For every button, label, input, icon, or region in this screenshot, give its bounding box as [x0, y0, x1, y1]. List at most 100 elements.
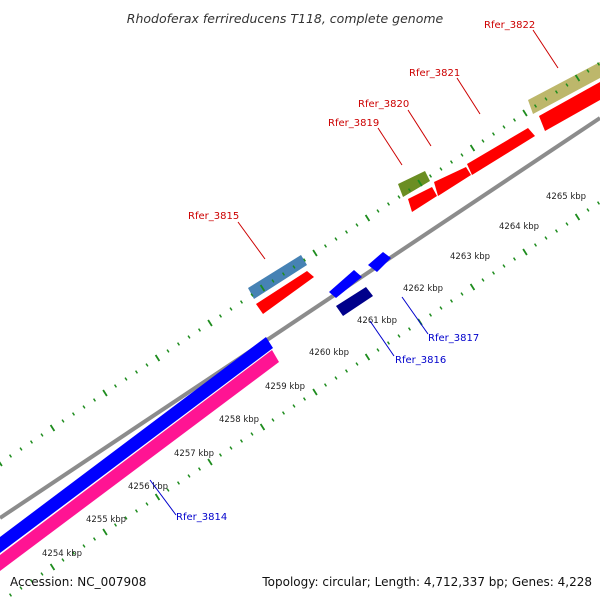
cds-rfer-3817-reverse — [368, 252, 391, 272]
tick-mark — [364, 214, 371, 222]
tick-mark — [8, 454, 13, 458]
tick-mark — [61, 419, 65, 423]
tick-mark — [166, 488, 170, 492]
tick-mark — [29, 440, 34, 444]
tick-mark — [218, 453, 223, 457]
cds-rfer-3821-forward — [467, 128, 535, 175]
tick-mark — [397, 195, 401, 199]
tick-mark — [176, 342, 181, 346]
tick-mark — [376, 209, 380, 213]
tick-label: 4265 kbp — [546, 192, 586, 202]
tick-mark — [40, 433, 44, 437]
tick-mark — [491, 271, 496, 275]
tick-label: 4261 kbp — [357, 316, 397, 326]
tick-mark — [102, 528, 108, 536]
tick-label: 4257 kbp — [174, 449, 214, 459]
tick-mark — [554, 229, 559, 233]
tick-mark — [166, 349, 170, 353]
tick-mark — [0, 461, 3, 467]
tick-label: 4260 kbp — [309, 348, 349, 358]
tick-mark — [376, 348, 380, 352]
reverse-cds-long-track — [0, 337, 273, 553]
tick-mark — [460, 153, 464, 157]
tick-mark — [449, 160, 454, 164]
tick-mark — [586, 69, 590, 73]
tick-mark — [259, 423, 266, 431]
tick-mark — [134, 509, 139, 513]
tick-mark — [113, 523, 118, 527]
accession-text: Accession: NC_007908 — [10, 575, 147, 589]
leader-rfer-3820 — [407, 109, 432, 147]
tick-mark — [154, 493, 161, 501]
rfer-3819-cog-bar — [398, 171, 430, 197]
tick-mark — [187, 474, 191, 478]
tick-mark — [29, 579, 34, 583]
tick-mark — [481, 139, 485, 143]
cds-rfer-3822-forward — [539, 82, 600, 131]
tick-mark — [554, 90, 559, 94]
tick-mark — [522, 248, 528, 256]
leader-rfer-3815 — [237, 221, 266, 260]
tick-mark — [502, 125, 506, 129]
tick-mark — [271, 418, 275, 422]
tick-mark — [145, 502, 149, 506]
tick-label: 4264 kbp — [499, 222, 539, 232]
tick-mark — [302, 258, 307, 262]
tick-mark — [407, 188, 412, 192]
tick-mark — [71, 551, 76, 555]
tick-mark — [19, 447, 23, 451]
tick-mark — [312, 249, 318, 257]
tick-mark — [218, 314, 223, 318]
tick-mark — [259, 284, 266, 292]
tick-label: 4262 kbp — [403, 284, 443, 294]
tick-mark — [176, 481, 181, 485]
tick-mark — [344, 230, 349, 234]
tick-mark — [586, 208, 590, 212]
tick-mark — [302, 397, 307, 401]
tick-mark — [491, 132, 496, 136]
cds-rfer-3816-reverse — [336, 287, 373, 316]
tick-mark — [397, 334, 401, 338]
tick-mark — [92, 398, 97, 402]
tick-label: 4263 kbp — [450, 252, 490, 262]
tick-mark — [207, 458, 213, 466]
tick-mark — [145, 363, 149, 367]
tick-mark — [229, 446, 233, 450]
tick-mark — [82, 544, 86, 548]
tick-mark — [533, 243, 538, 247]
upper-tick-row — [0, 62, 600, 467]
tick-mark — [386, 202, 391, 206]
tick-mark — [544, 97, 548, 101]
tick-mark — [19, 586, 23, 590]
tick-mark — [239, 300, 244, 304]
leader-rfer-3817 — [401, 296, 429, 335]
tick-mark — [355, 362, 359, 366]
pink-track — [0, 350, 279, 571]
tick-mark — [533, 104, 538, 108]
tick-mark — [124, 377, 128, 381]
tick-mark — [481, 278, 485, 282]
tick-mark — [460, 292, 464, 296]
tick-mark — [544, 236, 548, 240]
tick-mark — [40, 572, 44, 576]
tick-mark — [428, 174, 433, 178]
tick-labels: 4254 kbp 4255 kbp 4256 kbp 4257 kbp 4258 kbp… — [42, 192, 586, 559]
tick-mark — [502, 264, 506, 268]
label-rfer-3817: Rfer_3817 — [428, 333, 479, 344]
tick-label: 4258 kbp — [219, 415, 259, 425]
cds-rfer-3820-forward — [434, 167, 471, 196]
tick-mark — [565, 83, 569, 87]
tick-mark — [124, 516, 128, 520]
tick-mark — [281, 411, 286, 415]
tick-mark — [469, 144, 476, 152]
tick-mark — [61, 558, 65, 562]
label-rfer-3815: Rfer_3815 — [188, 211, 239, 222]
tick-mark — [292, 265, 296, 269]
tick-mark — [323, 383, 328, 387]
tick-mark — [565, 222, 569, 226]
tick-mark — [334, 376, 338, 380]
tick-mark — [8, 593, 13, 597]
tick-mark — [49, 424, 56, 432]
tick-mark — [596, 201, 600, 205]
